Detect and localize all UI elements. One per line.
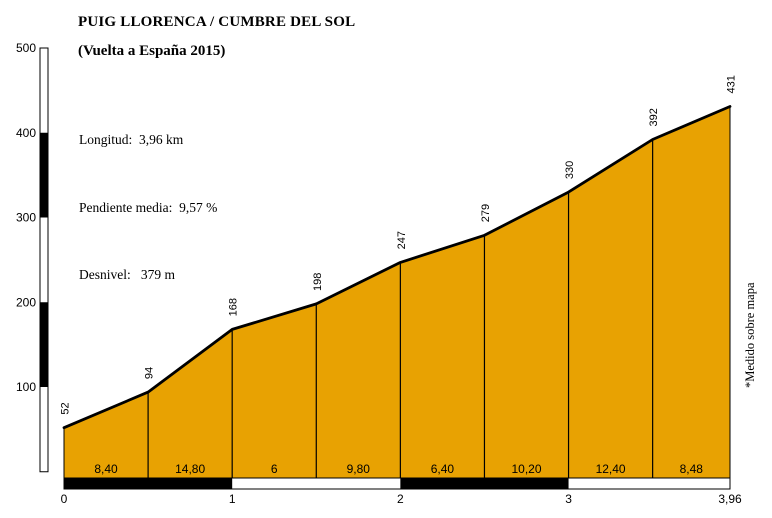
y-axis-tick-label: 200 — [16, 295, 36, 309]
elevation-label: 330 — [564, 161, 576, 179]
stat-longitud: Longitud: 3,96 km — [79, 132, 184, 147]
y-axis-bar-segment — [40, 132, 48, 218]
y-axis-tick-label: 100 — [16, 380, 36, 394]
x-axis-tick-label: 3 — [565, 492, 572, 506]
x-axis-bar-segment — [64, 478, 233, 489]
gradient-label: 8,48 — [680, 462, 704, 476]
elevation-label: 279 — [480, 204, 492, 222]
elevation-label: 52 — [60, 402, 72, 414]
x-axis-tick-label: 3,96 — [718, 492, 742, 506]
stat-pendiente-media: Pendiente media: 9,57 % — [79, 199, 218, 215]
gradient-label: 9,80 — [347, 462, 371, 476]
elevation-label: 247 — [396, 231, 408, 249]
elevation-label: 94 — [144, 367, 156, 379]
x-axis-bar-segment — [400, 478, 569, 489]
elevation-label: 168 — [228, 298, 240, 316]
y-axis-tick-label: 400 — [16, 126, 36, 140]
climb-stats: Longitud: 3,96 km Pendiente media: 9,57 … — [79, 84, 217, 332]
x-axis-tick-label: 1 — [229, 492, 236, 506]
y-axis-bar-segment — [40, 302, 48, 387]
x-axis-tick-label: 0 — [61, 492, 68, 506]
profile-line — [62, 105, 732, 430]
stat-desnivel: Desnivel: 379 m — [79, 267, 175, 282]
gradient-label: 8,40 — [94, 462, 118, 476]
elevation-label: 392 — [648, 108, 660, 126]
gradient-label: 6 — [271, 462, 278, 476]
gradient-label: 12,40 — [596, 462, 626, 476]
gradient-label: 6,40 — [431, 462, 455, 476]
y-axis-bar — [39, 47, 49, 473]
gradient-label: 10,20 — [511, 462, 541, 476]
x-axis-tick-label: 2 — [397, 492, 404, 506]
gradient-label: 14,80 — [175, 462, 205, 476]
x-axis-bar — [63, 477, 731, 490]
elevation-label: 198 — [312, 273, 324, 291]
elevation-label: 431 — [726, 75, 738, 93]
map-note: *Medido sobre mapa — [743, 282, 757, 388]
y-axis-tick-label: 500 — [16, 41, 36, 55]
chart-title: PUIG LLORENCA / CUMBRE DEL SOL — [78, 14, 356, 30]
chart-subtitle: (Vuelta a España 2015) — [78, 43, 226, 59]
y-axis-tick-label: 300 — [16, 211, 36, 225]
